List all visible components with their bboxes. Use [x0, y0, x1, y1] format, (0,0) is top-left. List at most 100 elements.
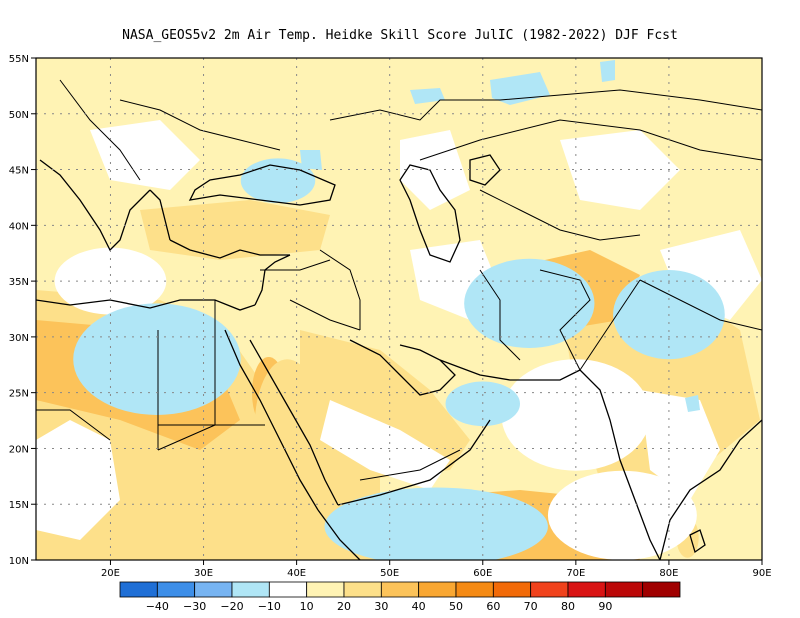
border-iran-afghanistan: [479, 269, 521, 361]
skill-field-blob-7: [324, 487, 548, 560]
border-niger-algeria: [36, 409, 111, 441]
skill-field-blob-4: [54, 247, 167, 315]
colorbar-swatch: [306, 581, 345, 598]
y-tick-label: 30N: [9, 333, 29, 344]
aegean-coast: [149, 189, 171, 241]
x-tick-label: 80E: [659, 568, 678, 579]
patch-west-europe: [90, 120, 200, 190]
colorbar-label: 40: [412, 600, 426, 613]
colorbar-label: 70: [524, 600, 538, 613]
sri-lanka: [689, 529, 706, 554]
y-tick-label: 50N: [9, 110, 29, 121]
arabian-south-coast: [337, 419, 491, 506]
y-tick-label: 15N: [9, 500, 29, 511]
anatolia-south-coast: [169, 239, 290, 259]
colorbar-swatch: [530, 581, 569, 598]
colorbar-label: 10: [300, 600, 314, 613]
india-west-coast: [579, 369, 661, 560]
persian-gulf: [349, 339, 456, 396]
colorbar-label: 60: [486, 600, 500, 613]
skill-field-blob-11: [240, 158, 316, 204]
border-india-china: [639, 279, 762, 331]
x-tick-label: 70E: [566, 568, 585, 579]
border-pakistan-afghanistan: [539, 269, 591, 371]
coastlines: [36, 154, 762, 560]
x-tick-label: 60E: [473, 568, 492, 579]
caspian-sea: [399, 164, 461, 263]
patch-negative-india-e: [685, 395, 700, 412]
colorbar-label: 90: [598, 600, 612, 613]
colorbar: −40 −30 −20 −10 10 20 30 40 50 60 70 80 90: [119, 581, 681, 613]
colorbar-swatch: [194, 581, 233, 598]
colorbar-swatch: [604, 581, 644, 598]
skill-field-blob-2: [254, 359, 320, 494]
patch-caspian-region: [400, 130, 470, 210]
colorbar-swatch: [567, 581, 606, 598]
red-sea-west-coast: [224, 329, 319, 511]
y-tick-label: 45N: [9, 166, 29, 177]
country-borders: [36, 79, 762, 481]
colorbar-label: 20: [337, 600, 351, 613]
colorbar-swatch: [231, 581, 270, 598]
colorbar-swatch: [119, 581, 158, 598]
y-tick-label: 25N: [9, 389, 29, 400]
x-tick-label: 20E: [101, 568, 120, 579]
border-europe-inner: [59, 79, 141, 181]
colorbar-swatch: [380, 581, 420, 598]
colorbar-label: 30: [374, 600, 388, 613]
x-tick-label: 90E: [752, 568, 771, 579]
red-sea-east-coast: [249, 339, 339, 506]
map-title: NASA_GEOS5v2 2m Air Temp. Heidke Skill S…: [122, 28, 678, 43]
aral-sea: [469, 154, 501, 186]
patch-deccan: [640, 390, 720, 500]
patch-negative-north: [600, 60, 615, 82]
colorbar-swatch: [418, 581, 457, 598]
colorbar-swatch: [492, 581, 532, 598]
patch-negative-black-sea-n: [300, 150, 322, 170]
patch-negative-russia: [410, 88, 445, 104]
border-europe-east: [119, 99, 281, 151]
colorbar-label: −10: [258, 600, 281, 613]
colorbar-swatch: [455, 581, 494, 598]
patch-empty-quarter: [320, 400, 450, 490]
colorbar-label: −20: [220, 600, 243, 613]
colorbar-label: 50: [449, 600, 463, 613]
horn-of-africa: [317, 509, 361, 560]
border-iran-iraq: [319, 249, 361, 330]
map-frame: [35, 57, 763, 561]
skill-field-blob-8: [501, 359, 651, 471]
skill-field-blob-3: [166, 274, 241, 311]
y-tick-label: 35N: [9, 277, 29, 288]
y-tick-label: 40N: [9, 221, 29, 232]
border-india-pakistan: [579, 279, 641, 371]
border-russia-south: [329, 89, 762, 121]
x-tick-label: 50E: [380, 568, 399, 579]
border-iraq-saudi: [289, 299, 361, 331]
skill-field-blob-9: [464, 258, 595, 349]
border-saudi-yemen: [359, 449, 461, 481]
india-east-coast: [659, 419, 762, 560]
y-tick-label: 10N: [9, 556, 29, 567]
y-tick-label: 20N: [9, 444, 29, 455]
skill-field-blob-6: [547, 470, 697, 560]
colorbar-label: −30: [183, 600, 206, 613]
colorbar-label: 80: [561, 600, 575, 613]
border-libya-sudan: [157, 424, 216, 451]
colorbar-swatch: [343, 581, 382, 598]
shading-anatolia: [140, 200, 330, 260]
x-tick-label: 40E: [287, 568, 306, 579]
x-tick-label: 30E: [194, 568, 213, 579]
balkans-coast: [39, 159, 151, 252]
colorbar-label: −40: [146, 600, 169, 613]
colorbar-swatch: [268, 581, 308, 598]
y-tick-label: 55N: [9, 54, 29, 65]
patch-sahara: [36, 420, 120, 540]
mediterranean-south-coast: [36, 299, 256, 311]
border-kazakhstan: [419, 119, 762, 161]
colorbar-swatch: [156, 581, 196, 598]
iran-south-coast: [439, 359, 581, 381]
black-sea: [188, 164, 336, 206]
colorbar-swatch: [642, 581, 681, 598]
skill-field-blob-13: [73, 303, 241, 415]
